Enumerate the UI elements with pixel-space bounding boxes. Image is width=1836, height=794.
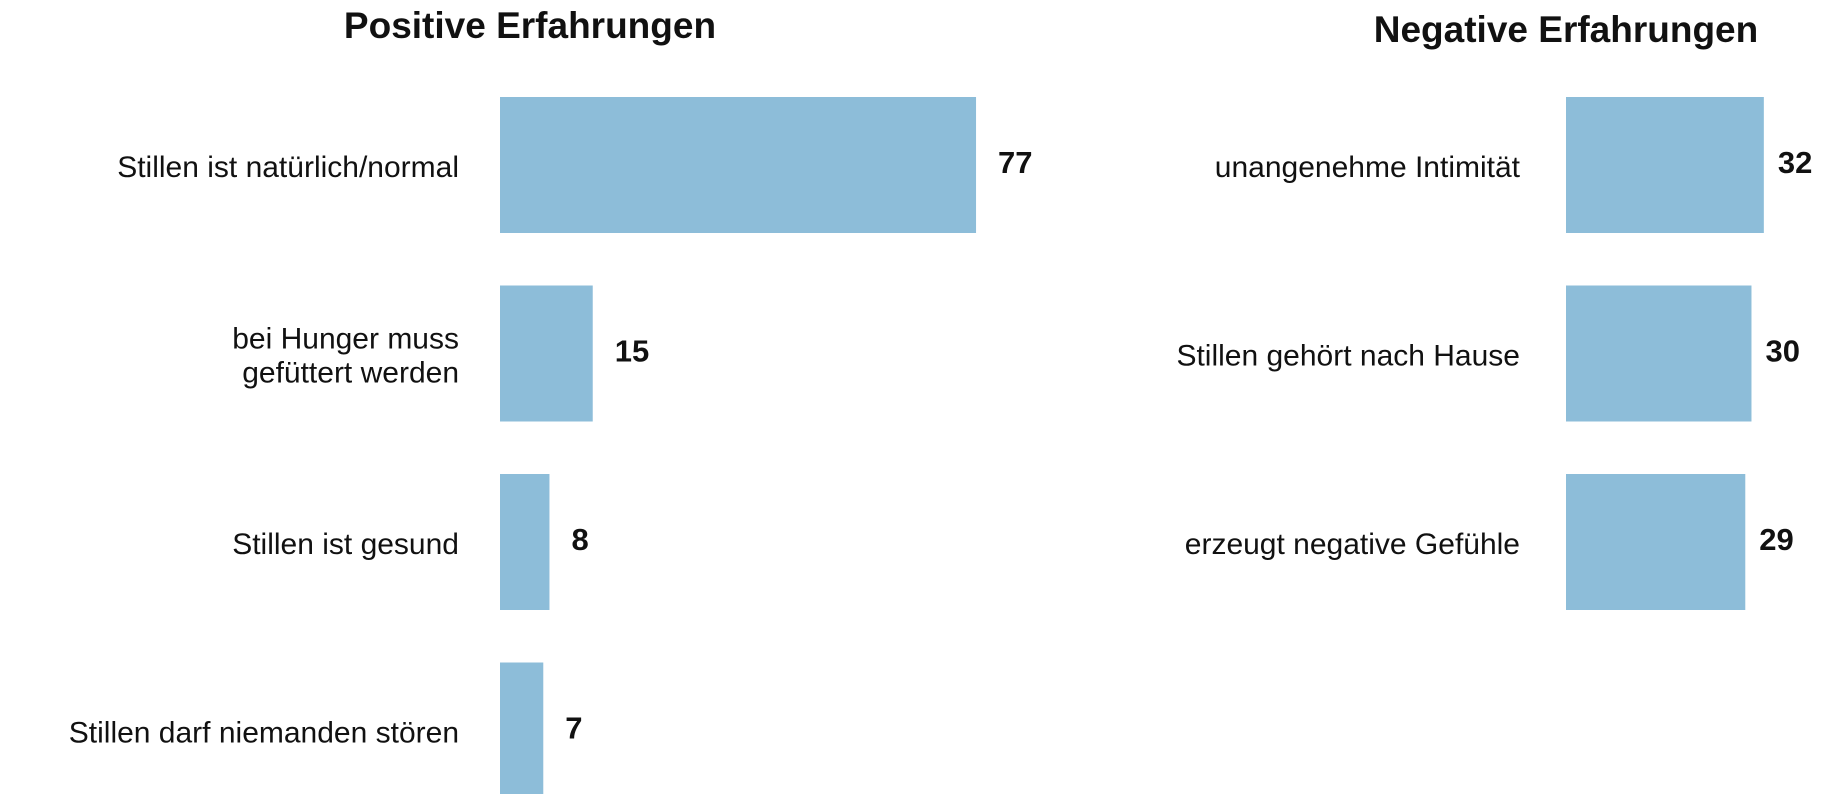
category-label: Stillen darf niemanden stören	[69, 716, 459, 749]
bar	[500, 285, 593, 422]
value-label: 32	[1778, 145, 1812, 180]
value-label: 15	[615, 334, 649, 369]
value-label: 29	[1759, 522, 1793, 557]
bar	[500, 474, 550, 610]
category-label: unangenehme Intimität	[1215, 151, 1521, 184]
value-label: 30	[1765, 334, 1799, 369]
value-label: 77	[998, 145, 1032, 180]
chart-title: Positive Erfahrungen	[344, 5, 716, 46]
chart-title: Negative Erfahrungen	[1374, 9, 1758, 50]
category-label: Stillen gehört nach Hause	[1176, 339, 1520, 372]
bar	[500, 97, 977, 233]
category-label: bei Hunger muss gefüttert werden	[232, 322, 459, 389]
value-label: 8	[571, 522, 588, 557]
bar	[1566, 474, 1746, 610]
bar	[1566, 285, 1752, 422]
category-label: Stillen ist natürlich/normal	[117, 151, 459, 184]
category-label: Stillen ist gesund	[232, 528, 459, 561]
category-label: erzeugt negative Gefühle	[1185, 528, 1520, 561]
bar	[500, 662, 544, 794]
value-label: 7	[565, 711, 582, 746]
bar	[1566, 97, 1764, 233]
